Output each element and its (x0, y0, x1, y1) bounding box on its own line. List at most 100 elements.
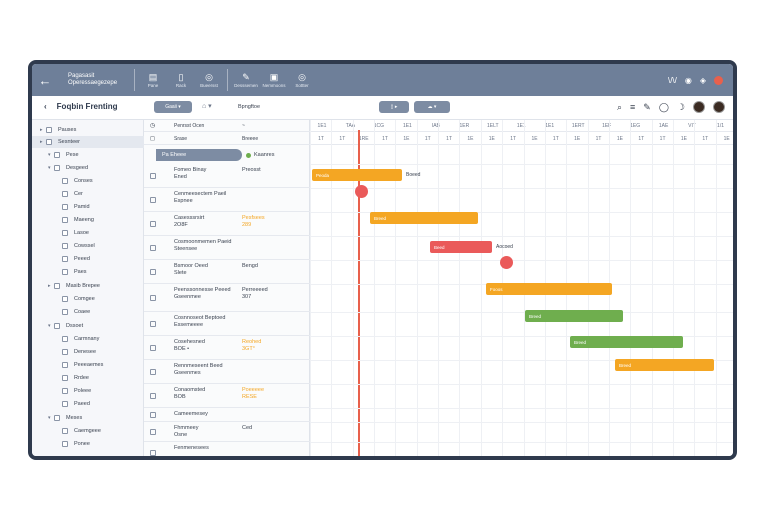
table-row[interactable]: Cosmoonmemen Paeid Steensee (144, 236, 310, 260)
row-checkbox[interactable] (150, 428, 156, 435)
sidebar-item[interactable]: Conses (32, 175, 144, 187)
gantt-bar[interactable]: Beed (430, 241, 492, 253)
sidebar-item[interactable]: ▾ Dssoet (32, 320, 144, 332)
checkbox[interactable] (62, 375, 68, 381)
checkbox[interactable] (54, 152, 60, 158)
sidebar-item[interactable]: Paes (32, 266, 144, 278)
toolbar-button-edit[interactable]: ✎ Desssemen (232, 72, 260, 88)
row-checkbox[interactable] (150, 220, 156, 227)
document-title[interactable]: Pagasasit Operessaegezepe (58, 73, 130, 87)
sidebar-item[interactable]: Coaee (32, 306, 144, 318)
gantt-bar[interactable]: Breed (615, 359, 714, 371)
milestone-marker[interactable] (500, 256, 513, 269)
milestone-marker[interactable] (355, 185, 368, 198)
checkbox[interactable] (62, 191, 68, 197)
chevron-icon[interactable]: ▸ (48, 283, 51, 289)
group-row[interactable]: Pa Eheee (156, 149, 242, 161)
sidebar-item[interactable]: Comgee (32, 293, 144, 305)
checkbox[interactable] (62, 336, 68, 342)
view-dropdown[interactable]: Gaaii ▾ (154, 101, 192, 113)
checkbox[interactable] (62, 388, 68, 394)
gantt-bar[interactable]: Breed (570, 336, 683, 348)
chevron-icon[interactable]: ▾ (48, 415, 51, 421)
row-checkbox[interactable] (150, 449, 156, 456)
back-icon[interactable]: ‹ (44, 102, 47, 111)
home-icon[interactable]: ⌂ ▾ (202, 103, 212, 110)
row-checkbox[interactable] (150, 320, 156, 327)
sidebar-item[interactable]: ▾ Pese (32, 149, 144, 161)
sidebar-item[interactable]: ▸ Masib Brepee (32, 280, 144, 292)
checkbox[interactable] (46, 139, 52, 145)
table-row[interactable]: Fomeo Binay Ened Preosst (144, 164, 310, 188)
toolbar-button-rack[interactable]: ▯ Rack (167, 72, 195, 88)
lock-icon[interactable]: ◈ (699, 75, 706, 85)
toolbar-button-pane[interactable]: ▤ Pane (139, 72, 167, 88)
checkbox[interactable] (62, 243, 68, 249)
table-row[interactable]: Conaomsted BOB Poeeeee RESE (144, 384, 310, 408)
checkbox[interactable] (62, 428, 68, 434)
toolbar-button-share[interactable]: ◎ Bueersst (195, 72, 223, 88)
sidebar-item[interactable]: ▾ Meses (32, 412, 144, 424)
sidebar-item[interactable]: ▸ Sesnteer (32, 136, 144, 148)
table-row[interactable]: Cenmeesectem Paeil Espnee (144, 188, 310, 212)
row-checkbox[interactable] (150, 392, 156, 399)
pen-icon[interactable]: ✎ (643, 101, 651, 112)
share-button[interactable]: ☁ ▾ (414, 101, 450, 113)
notification-icon[interactable] (714, 75, 723, 85)
chevron-icon[interactable]: ▾ (48, 152, 51, 158)
filter-label[interactable]: Bpngftoe (238, 104, 261, 110)
sidebar-item[interactable]: Cer (32, 188, 144, 200)
table-row[interactable]: Rennmeseent Beed Gseenmes (144, 360, 310, 384)
checkbox[interactable] (62, 401, 68, 407)
chevron-icon[interactable]: ▸ (40, 127, 43, 133)
sidebar-item[interactable]: Ponee (32, 438, 144, 450)
sidebar-item[interactable]: Poleee (32, 385, 144, 397)
checkbox[interactable] (62, 256, 68, 262)
sidebar-item[interactable]: Carmnany (32, 333, 144, 345)
sidebar-item[interactable]: Peeeaemes (32, 359, 144, 371)
checkbox[interactable] (62, 204, 68, 210)
column-status-header[interactable]: Breeee (242, 135, 259, 142)
toolbar-button-settings[interactable]: ◎ Sottter (288, 72, 316, 88)
sidebar-item[interactable]: Rrdee (32, 372, 144, 384)
comment-icon[interactable]: ◯ (658, 101, 669, 112)
checkbox[interactable] (62, 230, 68, 236)
table-row[interactable]: Cosehesned BOE • Reohed 3GT° (144, 336, 310, 360)
row-checkbox[interactable] (150, 294, 156, 301)
checkbox[interactable] (62, 178, 68, 184)
sidebar-item[interactable]: Paeed (32, 398, 144, 410)
chevron-icon[interactable]: ▾ (48, 165, 51, 171)
bookmark-button[interactable]: ▯ ▸ (379, 101, 409, 113)
table-row[interactable]: Fenmenesees (144, 442, 310, 456)
row-checkbox[interactable] (150, 244, 156, 251)
checkbox[interactable] (46, 127, 52, 133)
checkbox[interactable] (62, 296, 68, 302)
search-icon[interactable]: ⌕ (616, 101, 623, 112)
checkbox[interactable] (54, 415, 60, 421)
table-row[interactable]: Peenssonnesse Peeed Gseenmee Perreeeed 30… (144, 284, 310, 312)
checkbox[interactable] (62, 217, 68, 223)
toolbar-button-notes[interactable]: ▣ Nemmoons (260, 72, 288, 88)
gantt-bar[interactable]: Peoda (312, 169, 402, 181)
table-row[interactable]: Casesssrsirt 2O8F Pesfsees 289 (144, 212, 310, 236)
sidebar-item[interactable]: Lasoe (32, 227, 144, 239)
sidebar-item[interactable]: Cowssel (32, 240, 144, 252)
back-arrow-icon[interactable]: ← (38, 72, 52, 88)
checkbox[interactable] (54, 283, 60, 289)
table-row[interactable]: Fhmmeey Osne Ced (144, 422, 310, 442)
chevron-icon[interactable]: ▸ (40, 139, 43, 145)
sidebar-item[interactable]: Maeeng (32, 214, 144, 226)
checkbox[interactable] (62, 362, 68, 368)
checkbox[interactable] (62, 269, 68, 275)
sidebar-item[interactable]: ▸ Pauses (32, 124, 144, 136)
gantt-bar[interactable]: Breed (525, 310, 623, 322)
info-icon[interactable]: ◉ (684, 75, 692, 85)
gantt-bar[interactable]: Breed (370, 212, 478, 224)
sidebar-item[interactable]: ▾ Desgeed (32, 162, 144, 174)
grid-header-b[interactable]: ~ (242, 122, 245, 129)
menu-icon[interactable]: ≡ (630, 102, 636, 112)
row-checkbox[interactable] (150, 411, 156, 418)
checkbox[interactable] (62, 441, 68, 447)
chevron-icon[interactable]: ▾ (48, 323, 51, 329)
table-row[interactable]: Cameemesey (144, 408, 310, 422)
